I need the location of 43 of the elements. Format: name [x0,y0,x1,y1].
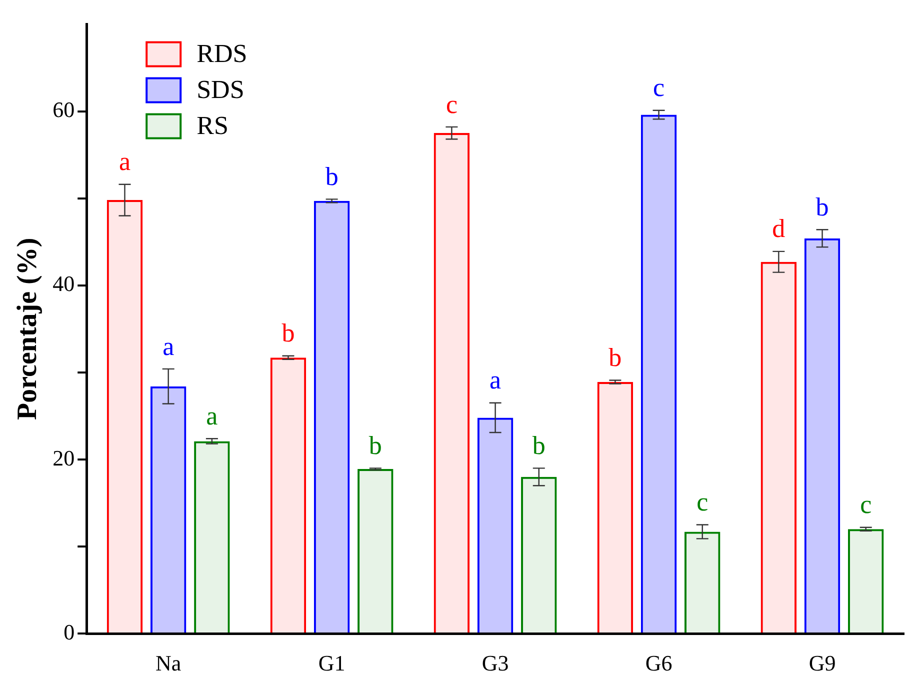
annotation: c [653,73,665,102]
annotation: d [772,214,786,244]
bar [314,200,350,633]
y-axis-title: Porcentaje (%) [12,238,44,420]
bar [760,262,797,633]
annotation: b [608,343,622,372]
bar [477,418,514,633]
annotation: c [446,90,458,119]
annotation: a [118,147,131,176]
y-tick-label: 20 [52,445,75,470]
bar [640,114,677,633]
x-tick-label: Na [156,650,182,676]
bar [848,529,884,633]
x-tick-label: G1 [318,650,346,676]
x-tick-label: G6 [645,650,672,676]
bar [597,382,634,633]
bar [358,469,394,633]
annotation: b [532,431,546,460]
annotation: c [696,488,708,517]
x-tick-label: G9 [808,650,836,676]
bar [150,386,186,633]
y-tick-label: 60 [52,97,75,122]
annotation: a [162,332,175,361]
bar [194,441,230,633]
y-tick-label: 0 [64,619,75,644]
bar [804,238,840,633]
annotation: b [282,318,295,348]
bar [434,133,470,633]
annotation: b [816,192,829,222]
legend-label: RS [196,111,228,140]
annotation: c [860,490,872,520]
x-tick-label: G3 [482,650,509,676]
bar [270,358,306,633]
annotation: b [368,431,382,460]
bar [684,532,720,633]
y-tick-label: 40 [52,271,75,296]
bar [521,476,557,633]
legend-label: RDS [196,39,248,68]
annotation: a [490,366,502,395]
bar [106,200,143,633]
annotation: b [325,162,338,192]
annotation: a [206,401,218,430]
legend-label: SDS [196,75,244,104]
